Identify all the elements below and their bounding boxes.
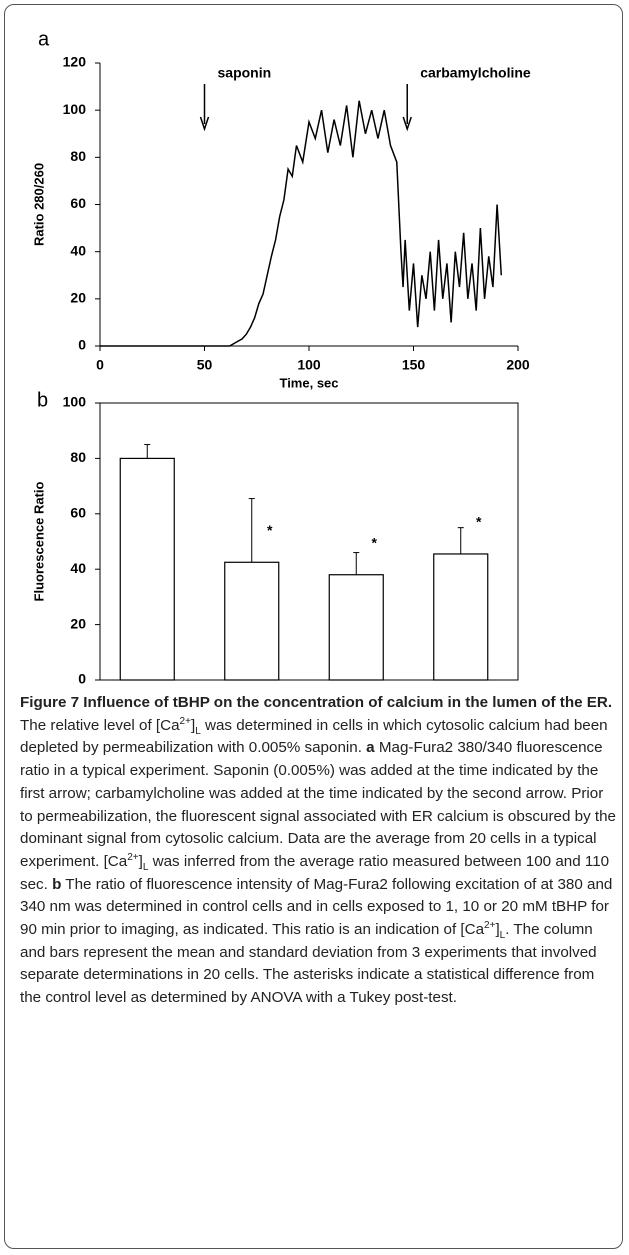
y-tick-label: 100: [63, 101, 87, 117]
y-axis-label: Ratio 280/260: [31, 163, 46, 246]
significance-mark: *: [372, 534, 378, 550]
x-tick-label: 50: [197, 357, 213, 373]
significance-mark: *: [267, 522, 273, 538]
x-tick-label: 200: [506, 357, 530, 373]
panel-label: a: [38, 28, 50, 50]
superscript: 2+: [179, 715, 191, 727]
caption-text: ]: [190, 716, 196, 734]
y-tick-label: 40: [70, 242, 86, 258]
panel-label: b: [37, 389, 48, 411]
subscript: L: [195, 725, 201, 737]
y-tick-label: 60: [70, 505, 86, 521]
figure-border: [4, 4, 623, 1249]
y-tick-label: 80: [70, 148, 86, 164]
bar: [433, 553, 489, 681]
caption-title: Figure 7 Influence of tBHP on the concen…: [20, 694, 613, 711]
x-axis-label: Time, sec: [279, 375, 338, 390]
caption-text: was determined in cells in which cytosol…: [20, 716, 608, 757]
y-tick-label: 20: [70, 290, 86, 306]
panel-ref: b: [52, 875, 62, 893]
bar: [224, 561, 280, 681]
y-tick-label: 0: [78, 337, 86, 353]
caption-text: The ratio of fluorescence intensity of M…: [20, 875, 613, 939]
y-tick-label: 80: [70, 449, 86, 465]
annotation: carbamylcholine: [420, 65, 531, 81]
annotation: saponin: [218, 65, 272, 81]
x-tick-label: 0: [96, 357, 104, 373]
panel-ref: a: [366, 739, 375, 757]
y-tick-label: 100: [63, 394, 87, 410]
significance-mark: *: [476, 514, 482, 530]
superscript: 2+: [484, 919, 496, 931]
y-tick-label: 60: [70, 195, 86, 211]
caption-text: . The column and bars represent the mean…: [20, 921, 597, 1007]
y-tick-label: 20: [70, 615, 86, 631]
arrow-head: [199, 116, 210, 132]
arrow-head: [402, 116, 412, 132]
x-tick-label: 100: [297, 357, 321, 373]
caption-text: The relative level of [Ca: [20, 716, 180, 734]
caption-text: was inferred from the average ratio meas…: [20, 852, 610, 893]
bar: [119, 457, 175, 681]
y-tick-label: 40: [70, 560, 86, 576]
y-tick-label: 0: [78, 671, 86, 687]
y-tick-label: 120: [63, 54, 87, 70]
x-tick-label: 150: [402, 357, 426, 373]
caption-text: Mag-Fura2 380/340 fluorescence ratio in …: [20, 739, 616, 870]
subscript: L: [142, 861, 149, 873]
y-axis-label: Fluorescence Ratio: [31, 481, 46, 601]
superscript: 2+: [127, 851, 139, 863]
data-line: [100, 100, 503, 347]
plot-frame: [99, 402, 519, 681]
caption-text: ]: [495, 921, 500, 939]
caption: Figure 7 Influence of tBHP on the concen…: [20, 692, 617, 1010]
bar: [328, 574, 384, 681]
subscript: L: [499, 930, 506, 942]
caption-text: ]: [138, 852, 143, 870]
